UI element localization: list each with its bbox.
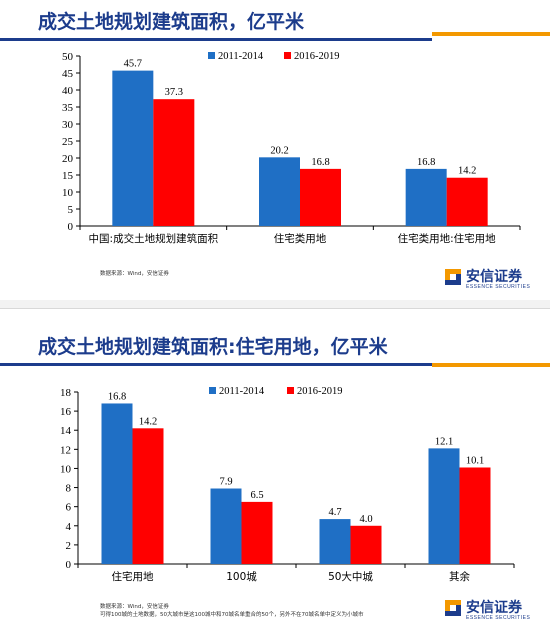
- data-label: 7.9: [219, 477, 232, 488]
- bar-2016-2019-2: [350, 525, 382, 564]
- bar-2016-2019-0: [153, 99, 195, 226]
- y-tick-label: 40: [62, 85, 74, 97]
- y-tick-label: 30: [62, 119, 74, 131]
- bar-chart-total-area: 2011-2014 2016-2019 0 5 10 15 20 25 30 35 40 45 50 中国…: [62, 51, 521, 245]
- y-tick-label: 10: [60, 463, 72, 475]
- bar-chart-residential-area: 2011-2014 2016-2019 0 2 4 6 8 10 12 14 16 18 住宅用地 16.…: [60, 386, 515, 583]
- logo-name-cn: 安信证券: [466, 269, 522, 285]
- source-line: 数据来源：Wind，安信证券: [100, 604, 169, 610]
- brand-logo: 安信证券 ESSENCE SECURITIES: [444, 266, 544, 292]
- x-category-label: 住宅用地: [112, 570, 154, 583]
- data-label: 16.8: [311, 157, 329, 168]
- slide-title: 成交土地规划建筑面积，亿平米: [38, 11, 305, 33]
- y-tick-label: 45: [62, 68, 74, 80]
- x-category-label: 住宅类用地: [274, 232, 327, 245]
- legend-swatch: [209, 387, 216, 394]
- bar-2016-2019-0: [132, 428, 164, 564]
- legend-label: 2016-2019: [297, 386, 343, 397]
- bar-2011-2014-1: [259, 157, 300, 226]
- data-label: 16.8: [108, 391, 126, 402]
- y-tick-label: 12: [60, 444, 71, 456]
- y-tick-label: 0: [68, 221, 74, 233]
- y-tick-label: 25: [62, 136, 74, 148]
- bar-2011-2014-0: [112, 70, 154, 227]
- source-footnote: 可得100城的土地数据，50大城市是这100城中和70城名单重合的50个，另外不…: [100, 612, 364, 618]
- data-label: 20.2: [270, 145, 288, 156]
- bar-2016-2019-1: [241, 501, 273, 564]
- title-rule-blue: [0, 38, 432, 41]
- y-tick-label: 20: [62, 153, 74, 165]
- data-label: 4.0: [359, 514, 372, 525]
- legend-swatch: [287, 387, 294, 394]
- bar-2016-2019-2: [446, 177, 488, 226]
- title-rule-blue: [0, 363, 432, 366]
- source-note: 数据来源：Wind，安信证券 可得100城的土地数据，50大城市是这100城中和…: [100, 603, 364, 619]
- bar-2011-2014-3: [428, 448, 460, 564]
- y-tick-label: 4: [66, 521, 72, 533]
- data-label: 16.8: [417, 157, 435, 168]
- y-tick-label: 0: [66, 559, 72, 571]
- essence-logo-icon: [445, 269, 461, 285]
- x-category-label: 100城: [226, 571, 257, 583]
- legend-swatch: [284, 52, 291, 59]
- y-tick-label: 35: [62, 102, 74, 114]
- data-label: 45.7: [124, 59, 142, 70]
- bar-2011-2014-0: [101, 403, 133, 564]
- essence-logo-icon: [445, 600, 461, 616]
- y-tick-label: 10: [62, 187, 74, 199]
- y-tick-label: 18: [60, 387, 72, 399]
- title-rule-orange: [432, 32, 550, 36]
- bar-2011-2014-1: [210, 488, 242, 564]
- y-tick-label: 6: [66, 502, 72, 514]
- bar-2016-2019-3: [459, 467, 491, 564]
- legend-label: 2016-2019: [294, 51, 340, 62]
- slide-top: 成交土地规划建筑面积，亿平米 2011-2014 2016-2019 0 5 10 15 2…: [0, 0, 550, 300]
- source-note: 数据来源：Wind，安信证券: [100, 271, 169, 277]
- y-tick-label: 15: [62, 170, 74, 182]
- y-tick-label: 16: [60, 406, 72, 418]
- logo-name-cn: 安信证券: [466, 600, 522, 616]
- data-label: 37.3: [165, 87, 183, 98]
- y-tick-label: 8: [66, 483, 72, 495]
- slide-title: 成交土地规划建筑面积:住宅用地，亿平米: [38, 336, 388, 358]
- x-category-label: 其余: [449, 570, 470, 583]
- data-label: 14.2: [458, 166, 476, 177]
- legend-label: 2011-2014: [219, 386, 265, 397]
- data-label: 10.1: [466, 455, 484, 466]
- x-category-label: 住宅类用地:住宅用地: [398, 232, 497, 245]
- y-tick-label: 14: [60, 425, 72, 437]
- x-category-label: 50大中城: [328, 570, 373, 583]
- title-rule-orange: [432, 363, 550, 367]
- logo-name-en: ESSENCE SECURITIES: [466, 284, 531, 290]
- brand-logo: 安信证券 ESSENCE SECURITIES: [444, 597, 544, 623]
- y-tick-label: 50: [62, 51, 74, 63]
- legend-swatch: [208, 52, 215, 59]
- legend-label: 2011-2014: [218, 51, 264, 62]
- logo-name-en: ESSENCE SECURITIES: [466, 615, 531, 621]
- slide-bottom: 成交土地规划建筑面积:住宅用地，亿平米 2011-2014 2016-2019 0 2…: [0, 308, 550, 621]
- bar-2011-2014-2: [319, 519, 351, 564]
- x-category-label: 中国:成交土地规划建筑面积: [89, 232, 219, 245]
- data-label: 12.1: [435, 436, 453, 447]
- y-tick-label: 2: [66, 540, 72, 552]
- data-label: 4.7: [328, 507, 341, 518]
- slide-gap: [0, 300, 550, 308]
- data-label: 6.5: [250, 490, 263, 501]
- data-label: 14.2: [139, 416, 157, 427]
- bar-2011-2014-2: [405, 168, 447, 226]
- y-tick-label: 5: [68, 204, 74, 216]
- bar-2016-2019-1: [300, 168, 341, 226]
